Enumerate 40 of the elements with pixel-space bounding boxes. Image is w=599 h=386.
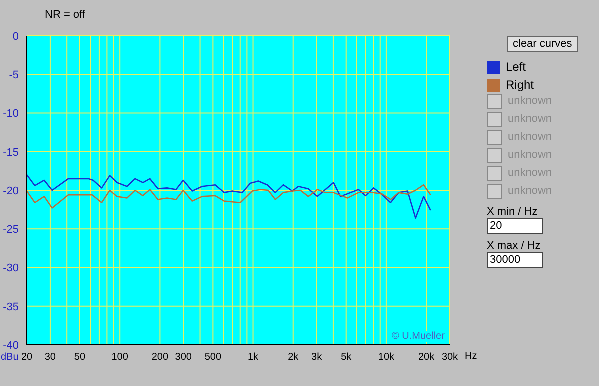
text: unknown [507, 184, 554, 199]
y-tick-label: 0 [12, 30, 19, 43]
y-tick-label: -5 [9, 70, 19, 82]
x-tick-label: 2k [288, 352, 300, 364]
y-tick-label: -30 [3, 262, 19, 275]
x-tick-label: 30 [44, 352, 56, 364]
x-tick-label: 500 [204, 352, 222, 364]
y-axis-title: dBu [1, 352, 19, 363]
text: unknown [507, 130, 554, 145]
x-tick-label: 100 [112, 352, 129, 364]
x-tick-label: 30k [442, 352, 460, 364]
text: clear curves [507, 36, 578, 52]
y-tick-label: -10 [3, 108, 19, 120]
x-tick-label: 200 [152, 352, 169, 364]
x-tick-label: 1k [248, 352, 260, 364]
x-tick-label: 20k [418, 352, 436, 364]
text: X max / Hz [487, 240, 542, 252]
legend-label: Right [505, 77, 534, 94]
x-tick-label: 5k [341, 352, 353, 364]
y-tick-label: -35 [3, 301, 19, 314]
text: NR = off [45, 9, 86, 21]
x-axis-title: Hz [465, 351, 478, 362]
x-tick-label: 300 [175, 352, 192, 364]
text: 30000 [487, 252, 543, 268]
y-tick-label: -15 [3, 146, 19, 159]
text: unknown [507, 94, 554, 109]
x-tick-label: 3k [312, 352, 324, 364]
y-tick-label: -25 [3, 224, 19, 236]
y-tick-label: -20 [3, 185, 19, 198]
text: unknown [507, 112, 554, 127]
x-tick-label: 10k [378, 352, 396, 364]
text: unknown [507, 166, 554, 181]
legend-label: Left [505, 59, 528, 76]
text: unknown [507, 148, 554, 163]
y-tick-label: -40 [3, 340, 19, 352]
annotation: © U.Mueller [390, 331, 447, 342]
x-tick-label: 50 [74, 352, 86, 364]
x-tick-label: 20 [21, 352, 33, 364]
text: X min / Hz [487, 206, 539, 218]
text: 20 [487, 218, 543, 234]
